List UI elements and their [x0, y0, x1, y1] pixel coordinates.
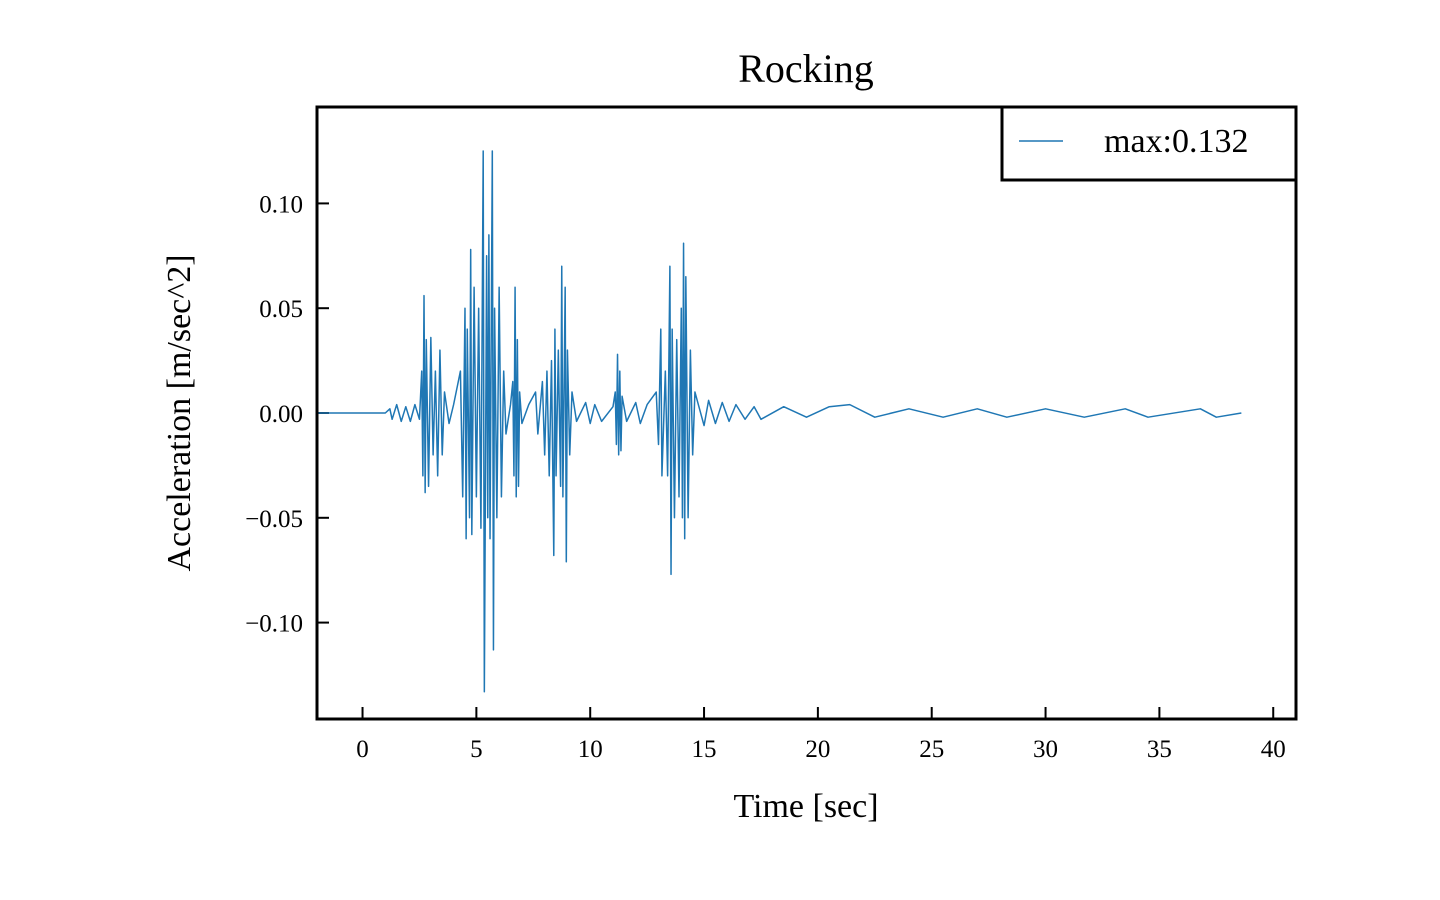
x-tick-label: 35: [1147, 736, 1172, 763]
x-tick-label: 20: [805, 736, 830, 763]
y-axis-label: Acceleration [m/sec^2]: [161, 254, 198, 571]
data-line: [317, 150, 1242, 693]
y-tick-label: 0.10: [259, 191, 303, 218]
x-tick-label: 15: [692, 736, 717, 763]
x-tick-label: 5: [470, 736, 483, 763]
y-tick-label: −0.10: [245, 611, 303, 638]
x-tick-label: 25: [919, 736, 944, 763]
y-tick-label: −0.05: [245, 506, 303, 533]
y-tick-label: 0.05: [259, 296, 303, 323]
x-tick-label: 10: [578, 736, 603, 763]
legend-box: [1000, 105, 1298, 182]
x-tick-label: 0: [356, 736, 369, 763]
chart-title: Rocking: [738, 46, 874, 91]
plot-frame: [315, 105, 1298, 721]
x-tick-label: 40: [1261, 736, 1286, 763]
x-tick-label: 30: [1033, 736, 1058, 763]
legend-label: max:0.132: [1104, 123, 1248, 160]
y-tick-label: 0.00: [259, 401, 303, 428]
x-axis-label: Time [sec]: [733, 788, 878, 825]
